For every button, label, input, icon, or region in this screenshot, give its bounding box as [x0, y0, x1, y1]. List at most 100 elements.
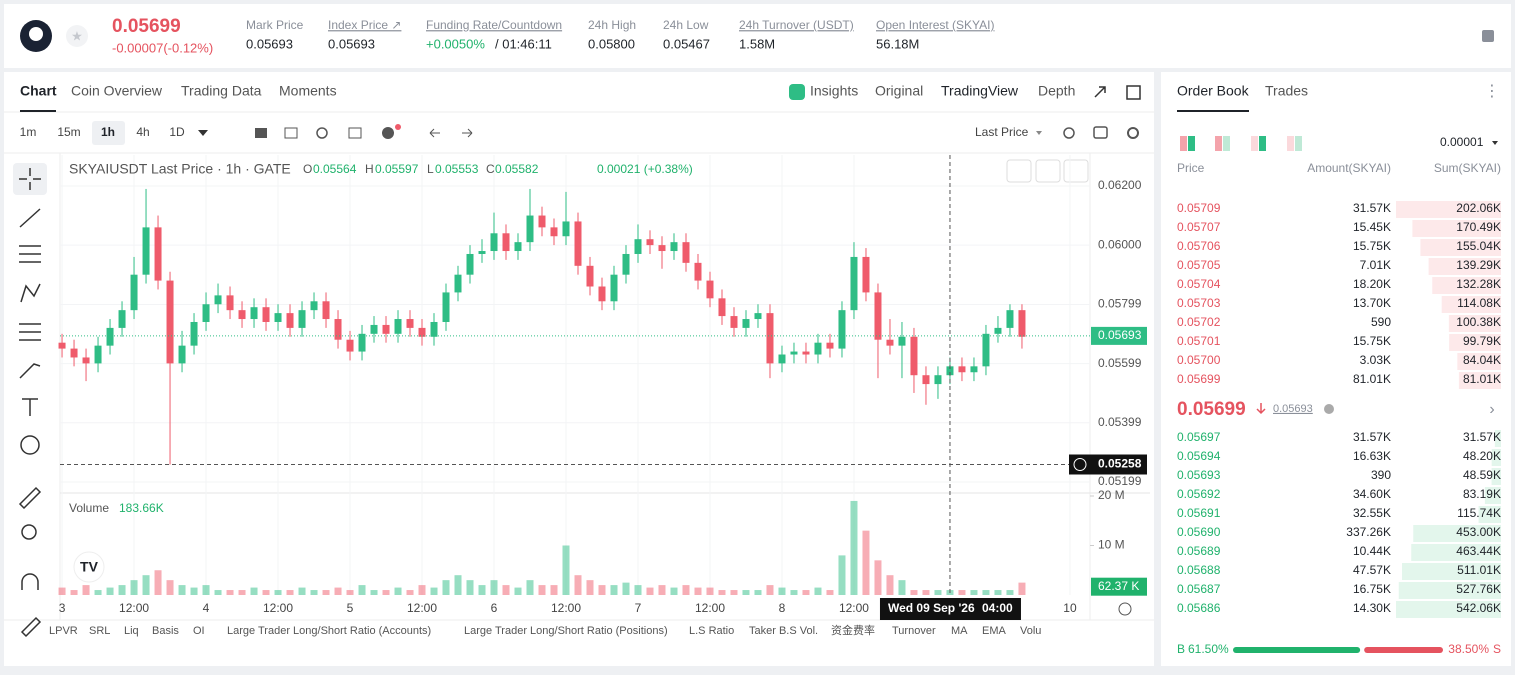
chart-tab[interactable]: Trading Data	[181, 83, 262, 99]
ob-price[interactable]: 0.05692	[1177, 487, 1221, 501]
indicator-tab[interactable]: SRL	[89, 625, 110, 637]
ob-precision[interactable]: 0.00001	[1440, 135, 1484, 149]
camera-icon[interactable]	[1093, 126, 1108, 139]
price-source[interactable]: Last Price	[975, 125, 1029, 139]
view-tab[interactable]: Depth	[1038, 83, 1075, 99]
magnet-tool[interactable]	[21, 573, 39, 590]
scroll-btn[interactable]	[1006, 159, 1032, 183]
ob-price[interactable]: 0.05686	[1177, 601, 1221, 615]
crosshair-tool[interactable]	[19, 168, 41, 190]
volume-bar	[550, 585, 558, 595]
ob-price[interactable]: 0.05703	[1177, 296, 1221, 310]
fullscreen-btn[interactable]	[1063, 159, 1089, 183]
interval-btn[interactable]: 1h	[101, 125, 115, 139]
chart-tab[interactable]: Moments	[279, 83, 337, 99]
expand-icon[interactable]	[1094, 86, 1106, 98]
indicator-tab[interactable]: Taker B.S Vol.	[749, 625, 818, 637]
toolbar-icons[interactable]	[255, 124, 473, 139]
ob-view-a[interactable]	[1287, 136, 1294, 151]
favorite-star[interactable]	[66, 25, 88, 47]
template-icon[interactable]	[348, 127, 362, 139]
ob-tab[interactable]: Order Book	[1177, 83, 1250, 99]
ob-price[interactable]: 0.05709	[1177, 201, 1221, 215]
ob-view-a[interactable]	[1251, 136, 1258, 151]
line-tool[interactable]	[19, 208, 41, 228]
view-tab[interactable]: Original	[875, 83, 923, 99]
search-icon[interactable]	[1063, 127, 1075, 139]
drawing-tools[interactable]	[13, 163, 47, 638]
layout-icon[interactable]	[1126, 85, 1141, 100]
indicator-tab[interactable]: Liq	[124, 625, 139, 637]
pen-tool[interactable]	[20, 616, 42, 638]
ob-view-b[interactable]	[1188, 136, 1195, 151]
indicator-tab[interactable]: 资金费率	[831, 623, 875, 637]
ob-view-a[interactable]	[1215, 136, 1222, 151]
notes-icon[interactable]	[1482, 30, 1494, 42]
indicator-tab[interactable]: LPVR	[49, 625, 78, 637]
ob-price[interactable]: 0.05704	[1177, 277, 1221, 291]
ob-price[interactable]: 0.05700	[1177, 353, 1221, 367]
settings-icon[interactable]	[1118, 602, 1132, 616]
indicator-tab[interactable]: EMA	[982, 625, 1007, 637]
collapse-btn[interactable]	[1035, 159, 1061, 183]
volume-title: Volume	[69, 501, 109, 515]
interval-btn[interactable]: 1D	[169, 125, 185, 139]
view-tab[interactable]: Insights	[810, 83, 858, 99]
projection-tool[interactable]	[19, 323, 41, 341]
candles-icon[interactable]	[255, 128, 267, 138]
text-tool[interactable]	[22, 398, 38, 416]
redo-icon[interactable]	[462, 128, 473, 138]
chart-tab[interactable]: Chart	[20, 83, 57, 99]
interval-btn[interactable]: 4h	[136, 125, 149, 139]
pattern-tool[interactable]	[20, 283, 41, 303]
add-indicator-icon[interactable]	[382, 127, 394, 139]
last-price: 0.05699	[112, 16, 181, 37]
ob-price[interactable]: 0.05701	[1177, 334, 1221, 348]
chevron-icon[interactable]: ›	[1489, 401, 1494, 418]
ob-price[interactable]: 0.05687	[1177, 582, 1221, 596]
replay-icon[interactable]	[316, 127, 328, 139]
more-icon[interactable]: ⋮	[1484, 83, 1500, 100]
indicator-tab[interactable]: OI	[193, 625, 205, 637]
brush-tool[interactable]	[19, 363, 41, 379]
indicator-tab[interactable]: Large Trader Long/Short Ratio (Accounts)	[227, 625, 431, 637]
indicator-tab[interactable]: MA	[951, 625, 968, 637]
ob-price[interactable]: 0.05707	[1177, 220, 1221, 234]
indicator-tab[interactable]: Volu	[1020, 625, 1041, 637]
ob-price[interactable]: 0.05706	[1177, 239, 1221, 253]
candle-body	[442, 292, 450, 322]
ob-view-b[interactable]	[1223, 136, 1230, 151]
ob-price[interactable]: 0.05691	[1177, 506, 1221, 520]
indicator-tab[interactable]: L.S Ratio	[689, 625, 734, 637]
interval-btn[interactable]: 1m	[20, 125, 37, 139]
ob-price[interactable]: 0.05693	[1177, 468, 1221, 482]
interval-btn[interactable]: 15m	[57, 125, 80, 139]
gear-icon[interactable]	[1127, 127, 1139, 139]
indicator-tab[interactable]: Basis	[152, 625, 179, 637]
indicators-icon[interactable]	[284, 127, 298, 139]
indicator-tab[interactable]: Turnover	[892, 625, 936, 637]
ob-view-b[interactable]	[1259, 136, 1266, 151]
chart-tab[interactable]: Coin Overview	[71, 83, 163, 99]
fib-tool[interactable]	[19, 245, 41, 263]
ob-price[interactable]: 0.05702	[1177, 315, 1221, 329]
star-icon[interactable]: ★	[71, 28, 83, 43]
emoji-tool[interactable]	[20, 435, 40, 455]
ob-tab[interactable]: Trades	[1265, 83, 1308, 99]
measure-tool[interactable]	[18, 486, 42, 510]
ob-view-a[interactable]	[1180, 136, 1187, 151]
ob-price[interactable]: 0.05705	[1177, 258, 1221, 272]
ob-price[interactable]: 0.05689	[1177, 544, 1221, 558]
ob-price[interactable]: 0.05699	[1177, 372, 1221, 386]
zoom-tool[interactable]	[21, 524, 37, 540]
ob-price[interactable]: 0.05690	[1177, 525, 1221, 539]
ob-view-b[interactable]	[1295, 136, 1302, 151]
indicator-tab[interactable]: Large Trader Long/Short Ratio (Positions…	[464, 625, 668, 637]
candle-body	[94, 345, 102, 364]
ob-price[interactable]: 0.05694	[1177, 449, 1221, 463]
view-tab[interactable]: TradingView	[941, 83, 1019, 99]
undo-icon[interactable]	[429, 128, 440, 138]
ob-price[interactable]: 0.05697	[1177, 430, 1221, 444]
ob-price[interactable]: 0.05688	[1177, 563, 1221, 577]
volume-bar	[970, 590, 978, 595]
